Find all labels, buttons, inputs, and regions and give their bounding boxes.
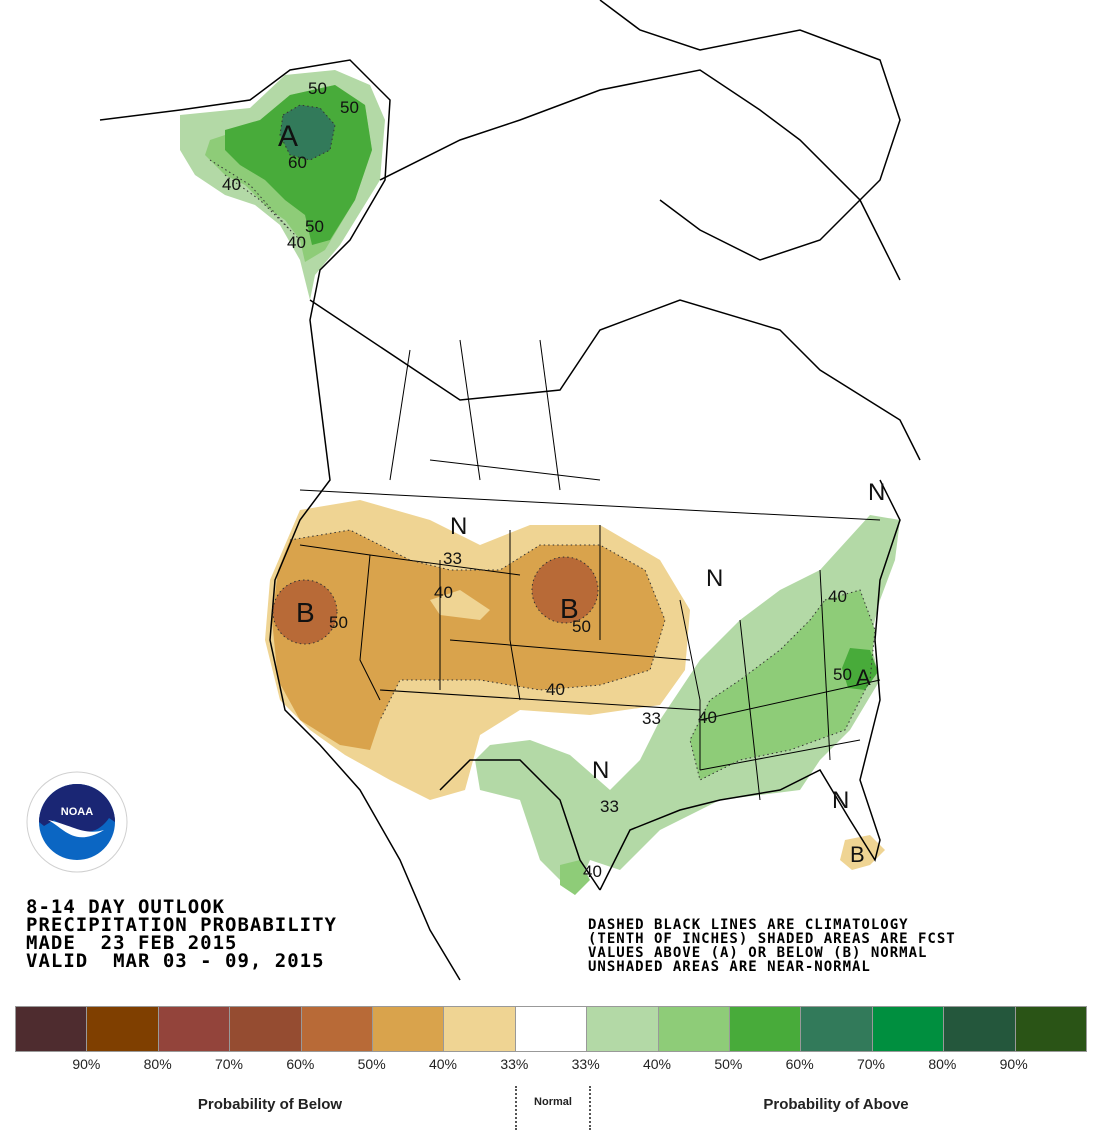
precipitation-outlook-map: A 60 50 50 50 40 40 B 50 B 50 40 33 40 3… (99, 0, 921, 981)
note-line-1: DASHED BLACK LINES ARE CLIMATOLOGY (588, 917, 909, 933)
made-date: MADE 23 FEB 2015 (26, 932, 238, 954)
legend-notes: DASHED BLACK LINES ARE CLIMATOLOGY (TENTH… (588, 918, 956, 974)
svg-text:33: 33 (642, 709, 661, 728)
noaa-logo: NOAA (26, 771, 128, 873)
west-below-region (265, 500, 690, 800)
svg-text:N: N (706, 565, 723, 592)
legend-tick: 33% (571, 1056, 600, 1072)
alaska-above-region (180, 70, 385, 300)
note-line-4: UNSHADED AREAS ARE NEAR-NORMAL (588, 959, 871, 975)
alaska-above-label: A (278, 120, 298, 153)
svg-text:40: 40 (583, 862, 602, 881)
legend-swatch-below (158, 1007, 231, 1051)
legend-swatch-normal (515, 1007, 588, 1051)
svg-text:40: 40 (287, 233, 306, 252)
probability-contours (209, 104, 876, 781)
legend-swatch-below (230, 1007, 302, 1051)
legend-tick: 33% (500, 1056, 529, 1072)
svg-text:33: 33 (443, 549, 462, 568)
legend-tick: 40% (428, 1056, 458, 1072)
svg-text:NOAA: NOAA (61, 806, 93, 818)
svg-text:N: N (868, 479, 885, 506)
above-caption: Probability of Above (763, 1096, 909, 1113)
legend-swatch-below (16, 1007, 88, 1051)
legend-tick: 40% (642, 1056, 672, 1072)
svg-text:N: N (832, 787, 849, 814)
legend-swatch-below (373, 1007, 445, 1051)
svg-text:N: N (592, 757, 609, 784)
east-above-label: A (856, 665, 871, 690)
legend-tick: 90% (72, 1056, 101, 1072)
legend-swatch-above (658, 1007, 731, 1051)
legend-tick: 60% (286, 1056, 315, 1072)
svg-text:50: 50 (833, 665, 852, 684)
plains-below-label: B (560, 593, 579, 624)
probability-color-legend (15, 1006, 1087, 1052)
legend-swatch-below (87, 1007, 159, 1051)
legend-swatch-above (730, 1007, 802, 1051)
legend-tick: 80% (928, 1056, 957, 1072)
svg-text:50: 50 (340, 98, 359, 117)
legend-swatch-above (944, 1007, 1016, 1051)
normal-divider-right (589, 1086, 591, 1130)
legend-swatch-above (1015, 1007, 1087, 1051)
legend-tick: 70% (214, 1056, 244, 1072)
legend-tick: 50% (714, 1056, 743, 1072)
below-caption: Probability of Below (197, 1096, 343, 1113)
svg-text:40: 40 (222, 175, 241, 194)
legend-tick: 60% (785, 1056, 814, 1072)
legend-tick: 80% (143, 1056, 172, 1072)
coastlines (99, 0, 921, 981)
west-below-label: B (296, 597, 315, 628)
normal-caption: Normal (534, 1096, 572, 1108)
legend-tick: 50% (357, 1056, 386, 1072)
note-line-2: (TENTH OF INCHES) SHADED AREAS ARE FCST (588, 931, 956, 947)
legend-swatch-below (301, 1007, 374, 1051)
outlook-title-block: 8-14 DAY OUTLOOK PRECIPITATION PROBABILIT… (26, 896, 337, 972)
svg-text:40: 40 (698, 708, 717, 727)
florida-below-label: B (850, 842, 865, 867)
svg-text:60: 60 (288, 153, 307, 172)
legend-tick: 70% (856, 1056, 886, 1072)
legend-swatch-above (801, 1007, 873, 1051)
legend-tick: 90% (999, 1056, 1028, 1072)
note-line-3: VALUES ABOVE (A) OR BELOW (B) NORMAL (588, 945, 928, 961)
svg-text:40: 40 (546, 680, 565, 699)
map-text-labels: A 60 50 50 50 40 40 B 50 B 50 40 33 40 3… (222, 79, 885, 881)
svg-text:50: 50 (308, 79, 327, 98)
normal-divider-left (515, 1086, 517, 1130)
legend-swatch-below (444, 1007, 516, 1051)
svg-text:50: 50 (305, 217, 324, 236)
svg-text:50: 50 (572, 617, 591, 636)
state-borders (299, 339, 881, 801)
svg-text:40: 40 (434, 583, 453, 602)
legend-swatch-above (872, 1007, 945, 1051)
title-line-2: PRECIPITATION PROBABILITY (26, 914, 337, 936)
svg-text:33: 33 (600, 797, 619, 816)
svg-text:N: N (450, 513, 467, 540)
legend-swatch-above (587, 1007, 659, 1051)
title-line-1: 8-14 DAY OUTLOOK (26, 896, 226, 918)
svg-text:50: 50 (329, 613, 348, 632)
valid-dates: VALID MAR 03 - 09, 2015 (26, 950, 325, 972)
svg-text:40: 40 (828, 587, 847, 606)
